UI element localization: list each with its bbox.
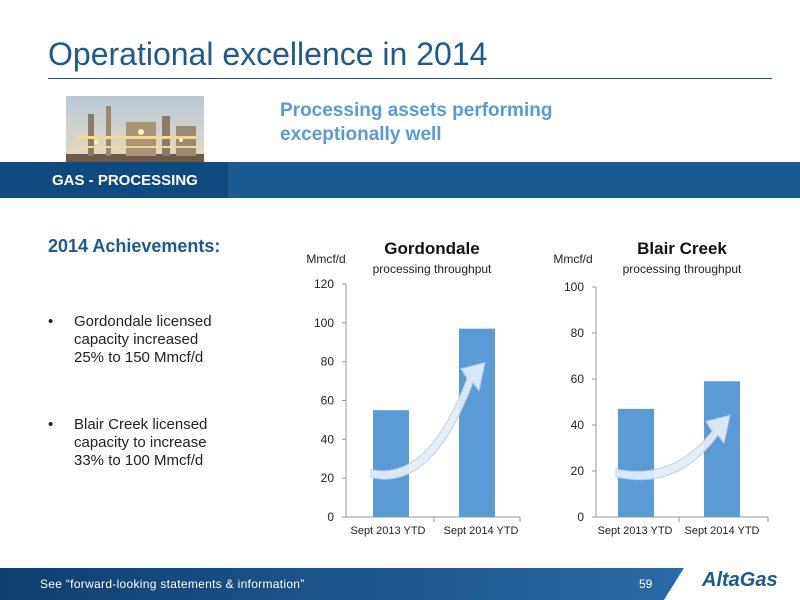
- bullet-line: capacity increased: [74, 331, 199, 348]
- footer-disclaimer: See “forward-looking statements & inform…: [40, 577, 305, 591]
- altagas-logo: AltaGas: [702, 569, 778, 591]
- chart-subtitle: processing throughput: [373, 262, 492, 276]
- subtitle-line-1: Processing assets performing: [280, 100, 553, 121]
- bullet-dot: •: [48, 313, 54, 330]
- growth-arrow-icon: [370, 361, 486, 480]
- y-tick-label: 80: [321, 355, 335, 369]
- y-tick-label: 80: [571, 326, 585, 340]
- y-axis-unit: Mmcf/d: [306, 252, 345, 266]
- subtitle-line-2: exceptionally well: [280, 124, 442, 145]
- x-tick-label: Sept 2013 YTD: [597, 525, 672, 537]
- y-tick-label: 0: [327, 510, 334, 524]
- y-tick-label: 20: [571, 464, 585, 478]
- slide-subtitle: Processing assets performing exceptional…: [280, 99, 600, 147]
- slide-title: Operational excellence in 2014: [48, 36, 488, 72]
- y-axis-unit: Mmcf/d: [553, 252, 592, 266]
- bullet-line: 33% to 100 Mmcf/d: [74, 452, 204, 469]
- x-tick-label: Sept 2013 YTD: [350, 525, 425, 537]
- bullet-line: capacity to increase: [74, 434, 207, 451]
- bullet-line: Gordondale licensed: [74, 313, 212, 330]
- title-divider: [48, 78, 772, 79]
- bullet-line: 25% to 150 Mmcf/d: [74, 349, 204, 366]
- gordondale-chart: Gordondale processing throughput Mmcf/d 0 20…: [306, 239, 521, 537]
- y-tick-label: 20: [321, 471, 335, 485]
- y-tick-label: 100: [564, 280, 584, 294]
- x-tick-label: Sept 2014 YTD: [684, 525, 759, 537]
- x-tick-label: Sept 2014 YTD: [443, 525, 518, 537]
- achievement-bullet-1: • Gordondale licensed capacity increased…: [48, 313, 248, 367]
- achievement-bullet-2: • Blair Creek licensed capacity to incre…: [48, 416, 248, 470]
- y-tick-label: 120: [314, 277, 334, 291]
- bullet-line: Blair Creek licensed: [74, 416, 208, 433]
- page-number: 59: [639, 577, 653, 591]
- blair-creek-chart: Blair Creek processing throughput Mmcf/d 0 2…: [553, 239, 769, 537]
- chart-title: Blair Creek: [637, 239, 727, 258]
- bar-1: [618, 408, 654, 517]
- chart-title: Gordondale: [384, 239, 479, 258]
- section-banner-label-bg: [0, 162, 228, 198]
- bar-1: [373, 410, 409, 517]
- y-tick-label: 100: [314, 316, 334, 330]
- bar-2: [459, 328, 495, 517]
- y-tick-label: 0: [577, 510, 584, 524]
- plant-photo: [66, 96, 204, 168]
- y-tick-label: 40: [571, 418, 585, 432]
- chart-subtitle: processing throughput: [623, 262, 742, 276]
- y-tick-label: 60: [571, 372, 585, 386]
- footer-bar: [0, 568, 800, 600]
- bar-2: [704, 381, 740, 517]
- achievements-heading: 2014 Achievements:: [48, 236, 221, 256]
- growth-arrow-icon: [615, 414, 731, 481]
- bullet-dot: •: [48, 416, 54, 433]
- y-tick-label: 40: [321, 432, 335, 446]
- section-banner-label: GAS - PROCESSING: [52, 172, 198, 189]
- y-tick-label: 60: [321, 394, 335, 408]
